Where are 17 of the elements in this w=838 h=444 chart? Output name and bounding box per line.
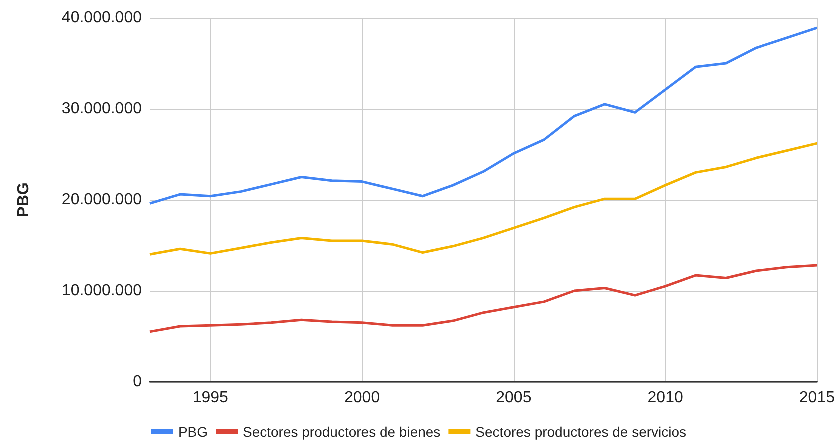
x-tick-label: 2000 (344, 390, 380, 406)
legend-label: Sectores productores de bienes (243, 424, 441, 440)
x-tick-label: 2015 (799, 390, 836, 406)
legend-label: PBG (178, 424, 208, 440)
y-tick-label: 0 (133, 374, 142, 390)
line-series (148, 142, 818, 256)
legend-label: Sectores productores de servicios (476, 424, 687, 440)
x-tick-label: 2005 (496, 390, 532, 406)
x-tick-label: 2010 (648, 390, 684, 406)
y-tick-label: 10.000.000 (62, 282, 142, 300)
y-axis-title: PBG (16, 182, 32, 218)
x-tick-label: 1995 (192, 390, 229, 406)
y-tick-label: 40.000.000 (62, 10, 142, 26)
y-tick-label: 20.000.000 (62, 192, 142, 208)
line-series (148, 264, 818, 334)
line-series (148, 26, 818, 205)
y-tick-label: 30.000.000 (62, 100, 142, 118)
